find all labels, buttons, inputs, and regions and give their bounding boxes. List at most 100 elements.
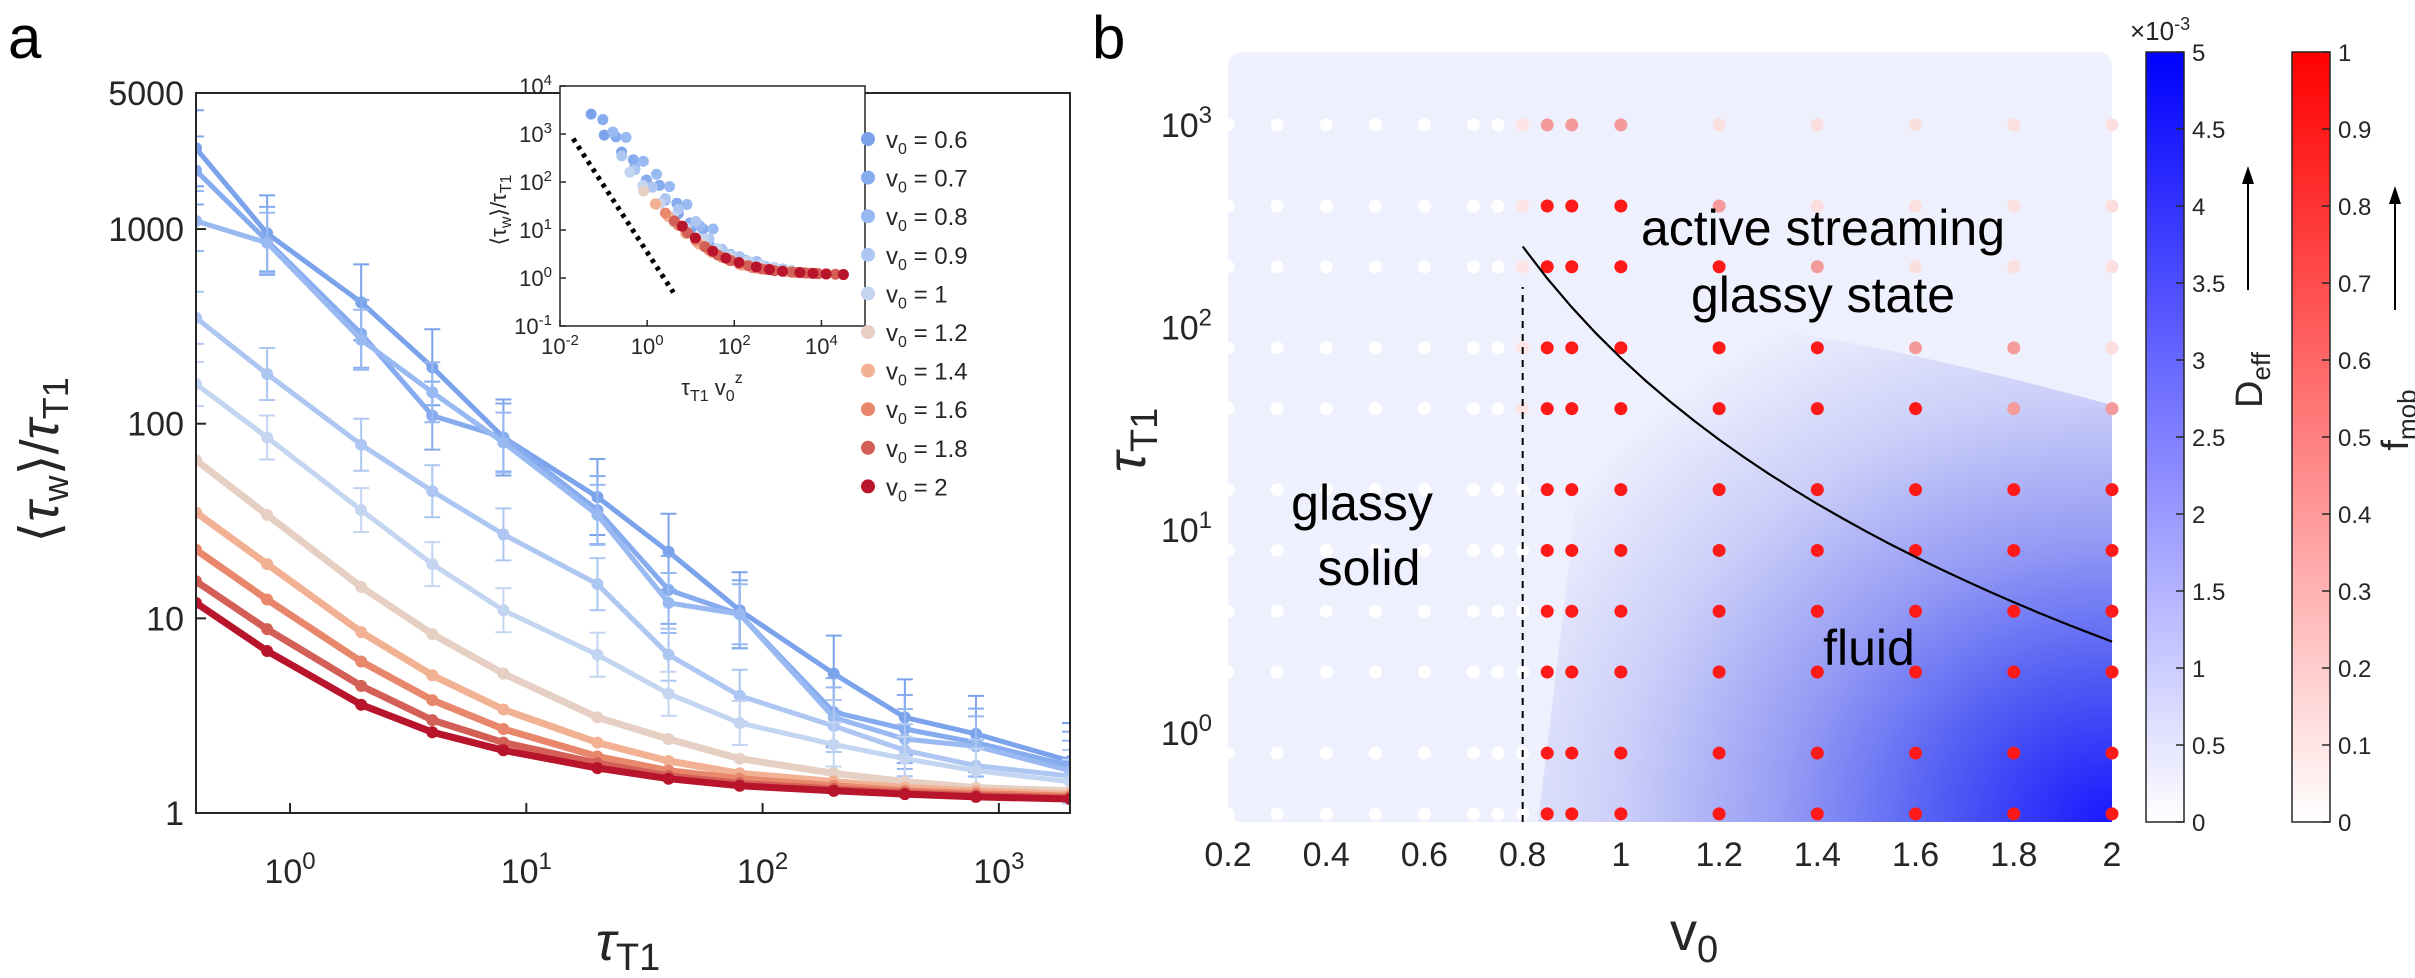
phase-point [1516,260,1530,274]
series-point [261,593,274,606]
phase-point [1909,341,1923,355]
colorbar-fmob-tick-label: 0.3 [2338,579,2371,606]
phase-point [1614,199,1628,213]
panel-b-y-tick-label: 103 [1161,102,1212,145]
panel-b-y-tick-label: 100 [1161,710,1212,753]
phase-point [1368,543,1382,557]
colorbar-fmob-tick-label: 0.6 [2338,348,2371,375]
phase-point [1368,199,1382,213]
panel-a-y-tick-label: 5000 [108,75,184,113]
colorbar-fmob-tick-label: 0.1 [2338,733,2371,760]
inset-y-tick-label: 103 [519,120,552,147]
panel-b-x-tick-label: 1.8 [1990,836,2037,874]
inset-x-tick-label: 10-2 [541,332,579,359]
phase-point [1221,665,1235,679]
phase-point [2105,543,2119,557]
colorbar-fmob: 0 0.1 0.2 0.3 0.4 0.5 0.6 0.7 0.8 0.9 1 fmob [2291,40,2415,837]
panel-a-y-tick-label: 1000 [108,211,184,249]
phase-point [1270,402,1284,416]
phase-point [1417,402,1431,416]
phase-point [1540,260,1554,274]
phase-point [1467,118,1481,132]
phase-point [1467,260,1481,274]
legend: v0 = 0.6 v0 = 0.7 v0 = 0.8 v0 = 0.9 v0 = 1 v0… [861,127,968,505]
panel-a-y-tick-label: 10 [146,600,184,638]
panel-a-x-tick-label: 103 [973,848,1024,891]
inset-point [616,150,628,162]
series-point [196,311,202,324]
phase-point [1368,260,1382,274]
phase-point [2105,199,2119,213]
phase-point [1319,260,1333,274]
series-point [733,779,746,792]
phase-point [1467,746,1481,760]
series-point [355,679,368,692]
inset-point [638,185,650,197]
phase-point [1368,341,1382,355]
colorbar-deff-label: Deff [2229,351,2276,408]
phase-point [1221,483,1235,497]
phase-point [1319,341,1333,355]
inset-y-tick-label: 100 [519,264,552,291]
inset-point [627,154,639,166]
panel-b-x-tick-label: 0.8 [1499,836,1546,874]
legend-label: v0 = 0.9 [886,243,968,274]
phase-point [1810,543,1824,557]
phase-point [1540,402,1554,416]
series-point [196,164,202,177]
phase-point [1540,341,1554,355]
phase-point [1221,543,1235,557]
phase-point [1491,260,1505,274]
legend-marker [861,440,875,455]
panel-b-ylabel: τT1 [1097,408,1166,473]
phase-point [1417,118,1431,132]
colorbar-deff-tick-label: 2.5 [2192,425,2225,452]
region-fluid: fluid [1823,620,1915,676]
series-line [196,508,1070,798]
phase-point [1540,118,1554,132]
series-point [261,644,274,657]
phase-point [1270,260,1284,274]
inset-point [597,114,609,126]
legend-label: v0 = 1.4 [886,359,968,390]
colorbar-deff-tick-label: 3 [2192,348,2205,375]
panel-b-x-tick-label: 0.2 [1204,836,1251,874]
phase-point [1712,260,1726,274]
phase-point [1540,807,1554,821]
series-point [426,628,439,641]
series-point [196,575,202,588]
phase-point [2105,807,2119,821]
colorbar-fmob-tick-label: 0 [2338,810,2351,837]
legend-label: v0 = 1.8 [886,436,968,467]
region-active-streaming: active streaming [1641,200,2005,256]
panel-a-ylabel: ⟨τw⟩/τT1 [10,377,76,543]
phase-point [1270,665,1284,679]
colorbar-fmob-tick-label: 0.7 [2338,271,2371,298]
series-point [497,667,510,680]
legend-marker [861,132,875,146]
phase-point [2007,118,2021,132]
phase-point [2105,260,2119,274]
phase-point [1368,402,1382,416]
phase-point [1417,807,1431,821]
colorbar-deff: 0 0.5 1 1.5 2 2.5 3 3.5 4 4.5 5 ×10-3 Deff [2130,14,2276,837]
phase-point [1810,807,1824,821]
inset-point [668,215,680,227]
colorbar-fmob-label: fmob [2375,389,2415,450]
series-point [261,508,274,521]
phase-point [1516,807,1530,821]
phase-point [1491,199,1505,213]
phase-point [1909,260,1923,274]
phase-point [1491,746,1505,760]
inset-point [707,245,719,257]
inset-y-tick-label: 101 [519,216,552,243]
phase-point [1319,543,1333,557]
inset-point [650,168,662,180]
phase-point [1417,604,1431,618]
phase-point [1614,543,1628,557]
series-point [196,454,202,467]
panel-b-y-tick-label: 102 [1161,305,1212,348]
panel-a-x-tick-label: 100 [264,848,315,891]
panel-b-x-tick-label: 1.2 [1695,836,1742,874]
